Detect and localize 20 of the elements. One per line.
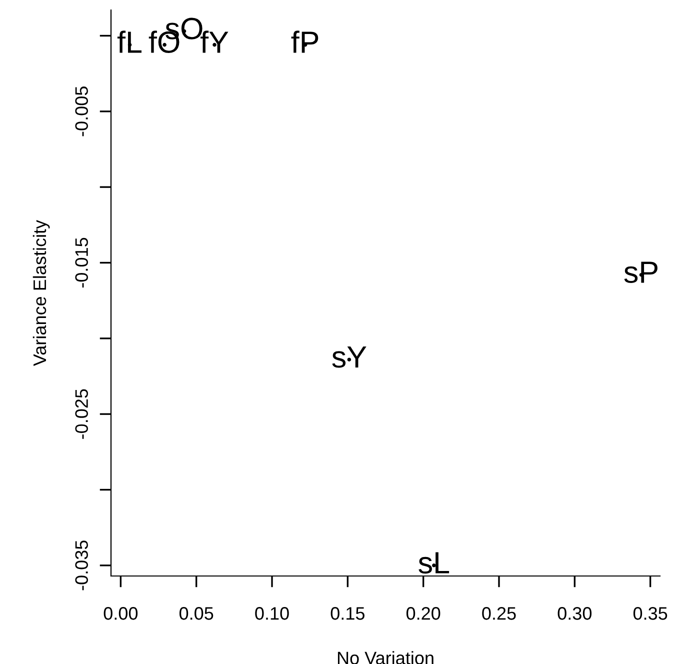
- data-label: fP: [291, 30, 318, 53]
- x-tick-label: 0.05: [179, 607, 214, 620]
- x-tick-label: 0.00: [104, 607, 138, 620]
- data-label: fY: [200, 30, 228, 53]
- y-tick-label: -0.035: [75, 540, 88, 590]
- x-axis-title: No Variation: [338, 651, 434, 664]
- x-tick-label: 0.35: [633, 607, 668, 620]
- data-label: sY: [332, 346, 366, 368]
- y-tick-label: -0.015: [75, 238, 88, 288]
- y-tick-label: -0.025: [75, 389, 88, 439]
- data-label: sP: [624, 262, 658, 284]
- x-tick-label: 0.10: [255, 607, 289, 620]
- x-tick-label: 0.20: [406, 607, 440, 620]
- y-axis-title: Variance Elasticity: [32, 220, 50, 366]
- data-label: fL: [117, 30, 142, 53]
- x-tick-label: 0.15: [330, 607, 364, 620]
- data-label: sL: [418, 552, 450, 574]
- x-tick-label: 0.25: [482, 607, 516, 620]
- x-tick-label: 0.30: [558, 607, 592, 620]
- y-tick-label: -0.005: [75, 86, 88, 136]
